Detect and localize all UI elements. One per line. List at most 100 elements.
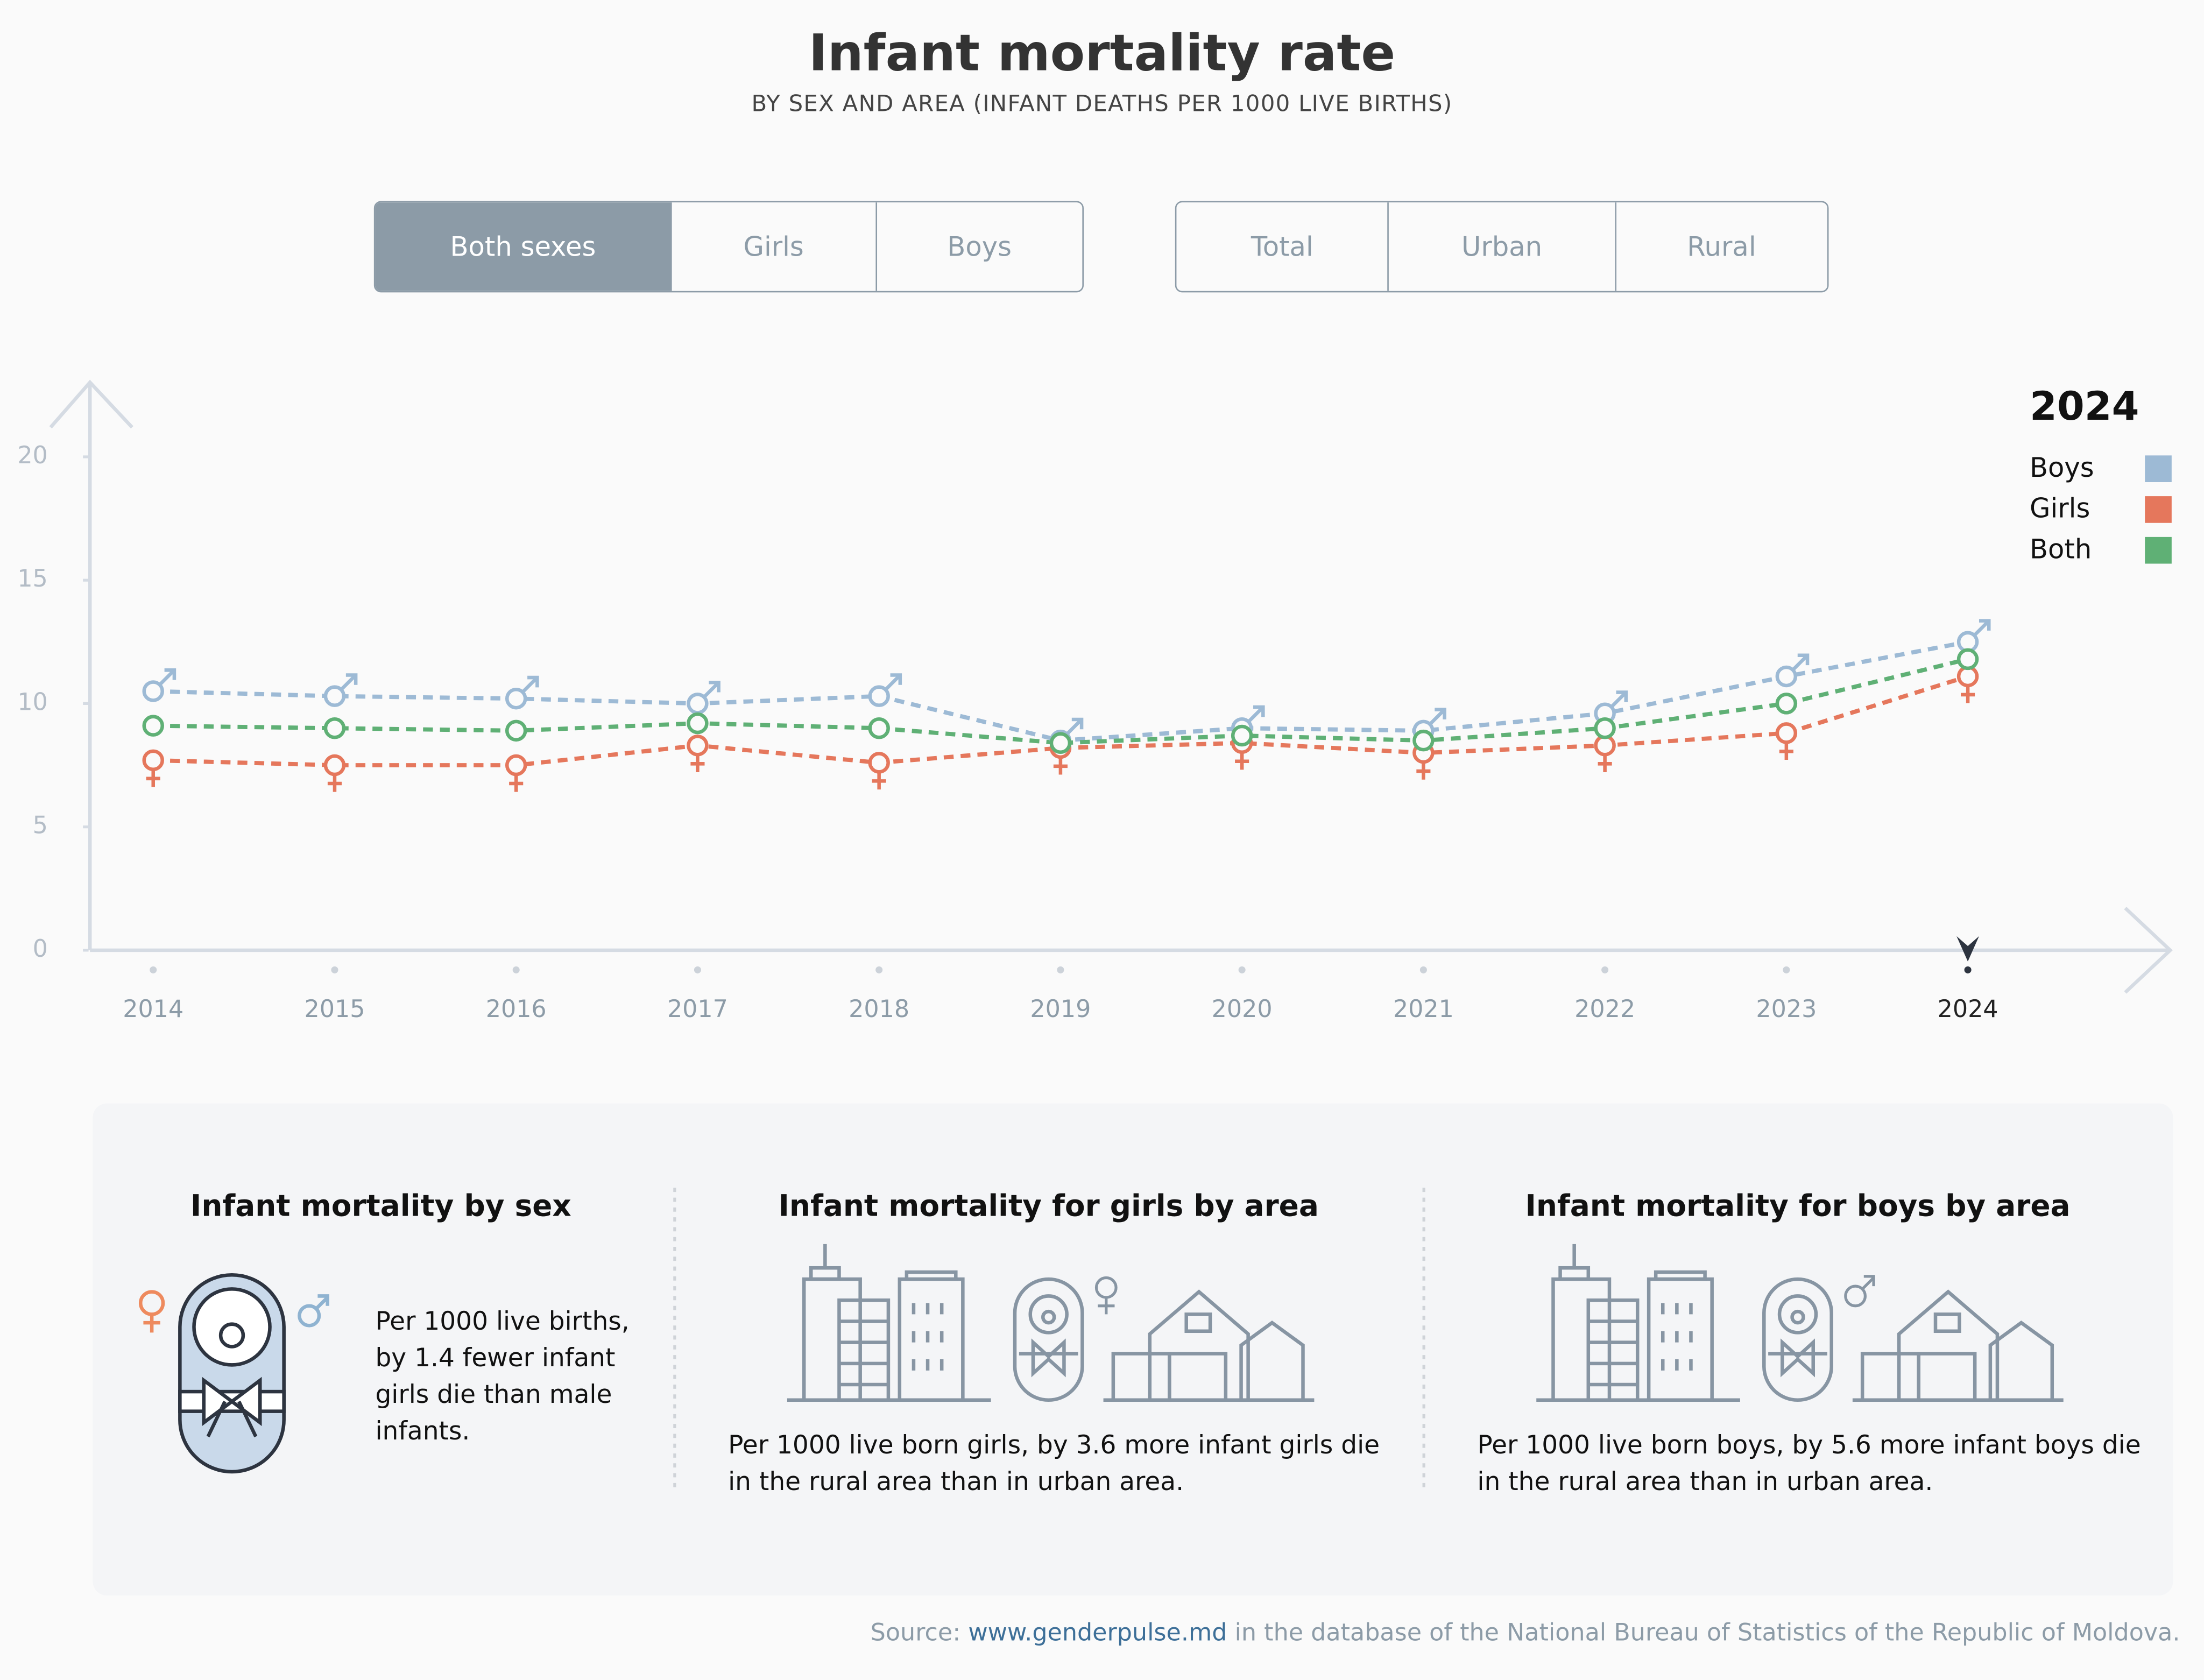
female-glyph <box>1053 758 1068 775</box>
panel-text: Per 1000 live births, by 1.4 fewer infan… <box>375 1307 630 1446</box>
male-glyph <box>885 673 902 690</box>
x-tick-dot <box>331 966 338 973</box>
y-tick-label: 5 <box>33 812 48 839</box>
x-tick-label: 2018 <box>849 996 909 1023</box>
filter-button[interactable]: Both sexes <box>375 202 671 291</box>
filter-button[interactable]: Boys <box>875 202 1082 291</box>
y-axis-arrow <box>49 379 133 429</box>
legend-swatch <box>2145 455 2172 482</box>
data-point <box>1049 732 1072 754</box>
x-tick-dot <box>1601 966 1609 973</box>
data-point <box>868 717 890 739</box>
data-point <box>142 680 164 702</box>
x-tick-dot <box>1964 966 1972 973</box>
x-tick-label: 2020 <box>1212 996 1273 1023</box>
selected-year-marker <box>1956 936 1979 962</box>
female-glyph <box>1779 743 1793 760</box>
x-tick-label: 2015 <box>304 996 365 1023</box>
female-glyph <box>690 755 705 772</box>
male-glyph <box>1973 619 1991 637</box>
data-point <box>505 719 527 742</box>
male-glyph <box>703 680 720 698</box>
data-point <box>687 712 709 735</box>
x-tick-dot <box>1238 966 1246 973</box>
y-tick-label: 0 <box>33 935 48 963</box>
panel-title: Infant mortality for boys by area <box>1525 1189 2071 1223</box>
data-point <box>868 752 890 774</box>
filter-button[interactable]: Total <box>1251 231 1313 263</box>
male-glyph <box>1429 708 1446 725</box>
male-glyph <box>1610 690 1628 708</box>
data-point <box>1775 665 1798 688</box>
x-tick-label: 2021 <box>1393 996 1454 1023</box>
x-tick-label: 2023 <box>1756 996 1817 1023</box>
y-tick-label: 15 <box>17 565 48 592</box>
panel-title: Infant mortality for girls by area <box>778 1189 1319 1223</box>
x-tick-label: 2022 <box>1574 996 1635 1023</box>
female-glyph <box>872 772 886 790</box>
data-point <box>1775 693 1798 715</box>
data-point <box>868 685 890 707</box>
panel-text: Per 1000 live born boys, by 5.6 more inf… <box>1477 1431 2141 1497</box>
filter-button[interactable]: Girls <box>670 202 875 291</box>
data-point <box>142 715 164 737</box>
data-point <box>505 687 527 710</box>
legend-label: Both <box>2030 533 2092 564</box>
female-glyph <box>1961 686 1975 703</box>
female-glyph <box>509 775 524 792</box>
male-symbol <box>1844 1275 1875 1308</box>
data-point <box>323 717 346 739</box>
panel-title: Infant mortality by sex <box>190 1189 571 1223</box>
x-tick-label: 2014 <box>123 996 183 1023</box>
x-tick-label: 2024 <box>1938 996 1998 1023</box>
x-tick-dot <box>1057 966 1064 973</box>
x-tick-dot <box>694 966 701 973</box>
x-tick-label: 2016 <box>486 996 547 1023</box>
subtitle: BY SEX AND AREA (INFANT DEATHS PER 1000 … <box>751 90 1453 117</box>
title: Infant mortality rate <box>808 25 1396 83</box>
x-tick-label: 2019 <box>1030 996 1091 1023</box>
legend-label: Girls <box>2030 493 2090 524</box>
filter-button[interactable]: Rural <box>1614 202 1827 291</box>
male-glyph <box>521 675 539 693</box>
baby-icon <box>138 1273 329 1474</box>
female-glyph <box>327 775 342 792</box>
data-point <box>687 693 709 715</box>
data-point <box>1231 724 1253 747</box>
x-tick-dot <box>1783 966 1790 973</box>
male-glyph <box>1247 705 1265 723</box>
data-point <box>142 749 164 772</box>
data-point <box>1412 729 1435 752</box>
legend: 2024 Boys Girls Both <box>2030 384 2172 564</box>
sex-filter: Both sexes Girls Boys <box>373 201 1084 293</box>
male-glyph <box>1066 717 1084 735</box>
legend-title: 2024 <box>2030 384 2139 429</box>
male-glyph <box>159 668 176 686</box>
female-glyph <box>146 770 160 787</box>
data-point <box>687 735 709 757</box>
female-glyph <box>1598 755 1612 772</box>
legend-label: Boys <box>2030 452 2094 483</box>
x-tick-dot <box>150 966 157 973</box>
data-point <box>505 754 527 777</box>
axes <box>49 379 2173 994</box>
female-glyph <box>1235 753 1249 770</box>
x-tick-label: 2017 <box>667 996 728 1023</box>
source-text: in the database of the National Bureau o… <box>1234 1619 2180 1648</box>
source-prefix: Source: <box>870 1619 961 1648</box>
y-tick-label: 10 <box>17 688 48 716</box>
data-point <box>1594 717 1616 739</box>
data-point <box>323 685 346 707</box>
filter-button[interactable]: Urban <box>1388 202 1614 291</box>
x-tick-dot <box>512 966 520 973</box>
plot: 0 5 10 15 20 2014 2015 2016 2017 2018 2019 2020 2021… <box>17 442 1998 1023</box>
data-point <box>1775 722 1798 744</box>
x-tick-dot <box>1419 966 1427 973</box>
y-tick-label: 20 <box>17 442 48 469</box>
data-point <box>1956 648 1979 670</box>
source: Source: www.genderpulse.md in the databa… <box>871 1619 2180 1647</box>
source-link[interactable]: www.genderpulse.md <box>968 1619 1227 1648</box>
